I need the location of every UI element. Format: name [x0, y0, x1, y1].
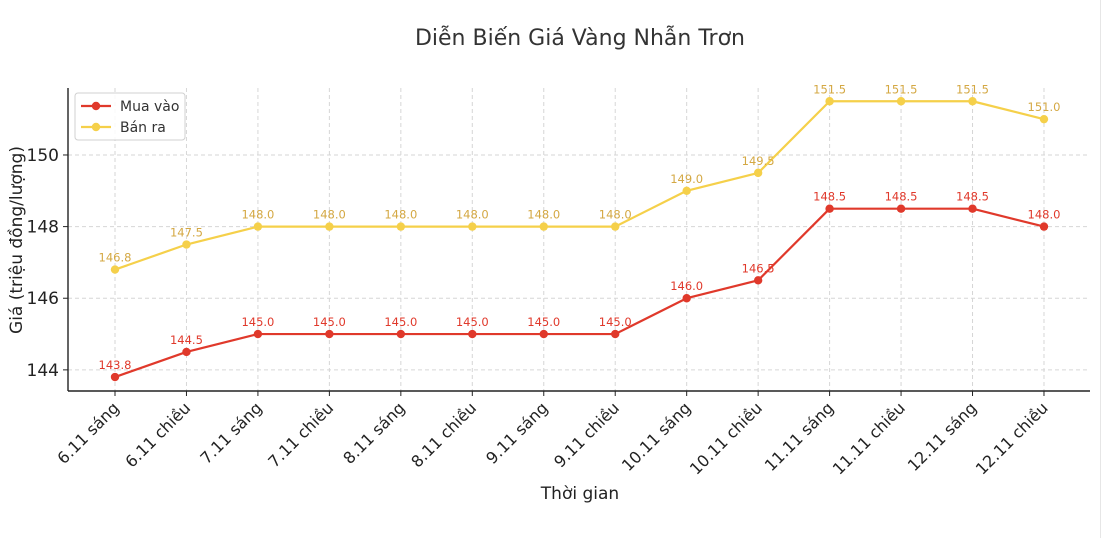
- data-label: 148.0: [456, 208, 489, 222]
- data-point-marker: [753, 276, 763, 285]
- data-label: 143.8: [99, 358, 132, 372]
- data-label: 146.0: [670, 279, 703, 293]
- data-label: 148.0: [527, 208, 560, 222]
- x-tick-label: 6.11 sáng: [53, 398, 122, 467]
- data-point-marker: [896, 204, 906, 213]
- x-axis-label: Thời gian: [540, 484, 619, 504]
- x-tick-label: 10.11 sáng: [618, 398, 695, 475]
- y-tick-label: 150: [27, 146, 59, 166]
- series-line: [114, 207, 1045, 379]
- data-label: 146.5: [742, 261, 775, 275]
- data-point-marker: [611, 222, 620, 231]
- legend-label: Bán ra: [120, 120, 166, 136]
- data-label: 145.0: [384, 315, 417, 329]
- grid-lines: [68, 88, 1090, 391]
- series-line: [114, 100, 1045, 271]
- x-tick-label: 11.11 sáng: [761, 398, 838, 475]
- y-axis-label: Giá (triệu đồng/lượng): [6, 146, 27, 334]
- legend-label: Mua vào: [120, 99, 179, 115]
- data-point-marker: [539, 222, 548, 231]
- x-tick-label: 7.11 sáng: [196, 398, 265, 467]
- x-tick-label: 9.11 sáng: [482, 398, 551, 467]
- x-tick-label: 7.11 chiều: [264, 398, 337, 471]
- data-point-marker: [396, 329, 406, 339]
- legend-marker-icon: [91, 101, 101, 111]
- data-point-marker: [896, 97, 906, 106]
- data-label: 148.0: [599, 208, 632, 222]
- data-label: 146.8: [99, 251, 132, 265]
- x-tick-label: 6.11 chiều: [121, 398, 194, 471]
- data-label: 145.0: [527, 315, 560, 329]
- legend-box: [74, 92, 186, 141]
- data-point-marker: [182, 240, 191, 249]
- y-tick-label: 146: [27, 289, 59, 309]
- data-point-marker: [611, 329, 620, 339]
- x-tick-label: 8.11 sáng: [339, 398, 408, 467]
- data-label: 147.5: [170, 226, 203, 240]
- data-point-marker: [968, 204, 977, 213]
- data-point-marker: [1039, 114, 1049, 124]
- series-ban-ra: 146.8 147.5 148.0 148.0 148.0 148.0 148.0 148.0…: [99, 82, 1061, 274]
- data-label: 145.0: [313, 315, 346, 329]
- data-point-marker: [825, 97, 834, 106]
- data-label: 148.0: [1028, 208, 1061, 222]
- legend-item-ban-ra: Bán ra: [81, 120, 166, 136]
- legend: Mua vào Bán ra: [74, 92, 186, 141]
- data-label: 148.0: [384, 208, 417, 222]
- data-point-marker: [110, 265, 120, 274]
- data-point-marker: [396, 222, 406, 231]
- y-tick-label: 148: [27, 218, 59, 238]
- x-tick-label: 11.11 chiều: [829, 398, 909, 478]
- data-point-marker: [253, 329, 263, 339]
- data-point-marker: [468, 222, 477, 231]
- data-label: 144.5: [170, 333, 203, 347]
- data-label: 151.0: [1028, 100, 1061, 114]
- x-tick-label: 12.11 chiều: [972, 398, 1052, 478]
- data-label: 149.5: [742, 154, 775, 168]
- data-series: 143.8 144.5 145.0 145.0 145.0 145.0 145.0 145.0…: [99, 82, 1061, 382]
- data-label: 145.0: [241, 315, 274, 329]
- data-label: 145.0: [599, 315, 632, 329]
- data-label: 145.0: [456, 315, 489, 329]
- data-point-marker: [182, 347, 191, 357]
- data-point-marker: [325, 329, 334, 339]
- legend-marker-icon: [91, 122, 101, 132]
- data-point-marker: [1039, 222, 1049, 231]
- data-label: 151.5: [885, 82, 918, 96]
- data-label: 148.5: [813, 190, 846, 204]
- x-tick-label: 12.11 sáng: [904, 398, 981, 475]
- data-point-marker: [682, 294, 691, 303]
- data-label: 149.0: [670, 172, 703, 186]
- y-tick-label: 144: [27, 361, 59, 381]
- x-tick-label: 9.11 chiều: [550, 398, 623, 471]
- data-label: 148.5: [956, 190, 989, 204]
- data-point-marker: [539, 329, 548, 339]
- data-point-marker: [825, 204, 834, 213]
- x-tick-label: 8.11 chiều: [407, 398, 480, 471]
- data-point-marker: [110, 372, 120, 382]
- x-tick-label: 10.11 chiều: [686, 398, 766, 478]
- data-label: 148.0: [241, 208, 274, 222]
- legend-item-mua-vao: Mua vào: [81, 99, 179, 115]
- chart-title: Diễn Biến Giá Vàng Nhẫn Trơn: [415, 25, 745, 51]
- data-label: 148.0: [313, 208, 346, 222]
- data-point-marker: [325, 222, 334, 231]
- series-mua-vao: 143.8 144.5 145.0 145.0 145.0 145.0 145.0 145.0…: [99, 190, 1061, 382]
- data-point-marker: [468, 329, 477, 339]
- data-label: 148.5: [885, 190, 918, 204]
- data-point-marker: [682, 186, 691, 195]
- data-point-marker: [968, 97, 977, 106]
- data-label: 151.5: [813, 82, 846, 96]
- data-point-marker: [753, 168, 763, 178]
- data-label: 151.5: [956, 82, 989, 96]
- data-point-marker: [253, 222, 263, 231]
